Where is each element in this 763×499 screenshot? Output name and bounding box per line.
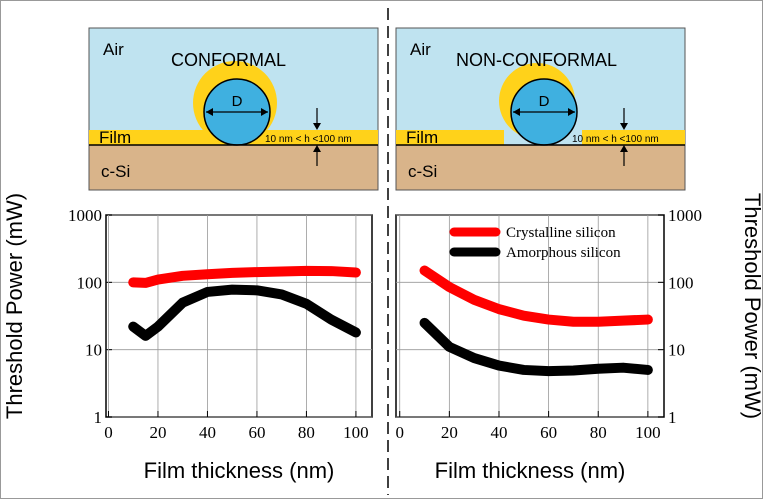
x-tick-label: 100 xyxy=(343,423,369,442)
air-label: Air xyxy=(410,40,431,59)
x-tick-label: 20 xyxy=(441,423,458,442)
y-tick-label: 10 xyxy=(85,341,102,360)
structure-title: NON-CONFORMAL xyxy=(456,50,617,70)
substrate-label: c-Si xyxy=(408,162,437,181)
diameter-label: D xyxy=(232,93,243,110)
film-label: Film xyxy=(406,128,438,147)
y-axis-label: Threshold Power (mW) xyxy=(740,193,763,419)
x-tick-label: 40 xyxy=(199,423,216,442)
y-tick-label: 100 xyxy=(668,273,694,292)
y-tick-label: 1000 xyxy=(668,206,702,225)
film-label: Film xyxy=(99,128,131,147)
x-tick-label: 40 xyxy=(490,423,507,442)
y-tick-label: 1 xyxy=(94,408,103,427)
x-tick-label: 20 xyxy=(149,423,166,442)
y-tick-label: 1000 xyxy=(68,206,102,225)
structure-title: CONFORMAL xyxy=(171,50,286,70)
x-tick-label: 0 xyxy=(104,423,113,442)
x-tick-label: 100 xyxy=(635,423,661,442)
x-tick-label: 60 xyxy=(540,423,557,442)
substrate-label: c-Si xyxy=(101,162,130,181)
legend-label: Amorphous silicon xyxy=(506,245,621,261)
air-label: Air xyxy=(103,40,124,59)
substrate-region xyxy=(89,145,378,190)
x-tick-label: 80 xyxy=(298,423,315,442)
legend-label: Crystalline silicon xyxy=(506,225,616,241)
thickness-label: 10 nm < h <100 nm xyxy=(265,134,352,145)
y-tick-label: 100 xyxy=(77,273,103,292)
x-tick-label: 0 xyxy=(395,423,404,442)
diameter-label: D xyxy=(539,93,550,110)
x-tick-label: 60 xyxy=(248,423,265,442)
y-tick-label: 10 xyxy=(668,341,685,360)
x-tick-label: 80 xyxy=(590,423,607,442)
y-tick-label: 1 xyxy=(668,408,677,427)
thickness-label: 10 nm < h <100 nm xyxy=(572,134,659,145)
substrate-region xyxy=(396,145,685,190)
y-axis-label: Threshold Power (mW) xyxy=(2,193,27,419)
x-axis-label: Film thickness (nm) xyxy=(435,458,626,483)
figure: D Air CONFORMAL Film 10 nm < h <100 nm c-Si D A… xyxy=(0,0,763,499)
x-axis-label: Film thickness (nm) xyxy=(144,458,335,483)
